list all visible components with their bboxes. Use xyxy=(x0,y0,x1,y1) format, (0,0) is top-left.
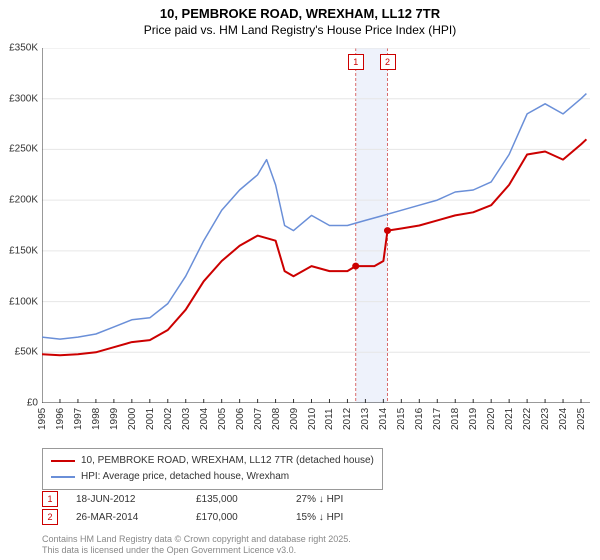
x-tick-label: 2025 xyxy=(576,408,587,430)
y-tick-label: £250K xyxy=(9,144,38,155)
sale-marker: 2 xyxy=(42,509,58,525)
x-tick-label: 2002 xyxy=(163,408,174,430)
sale-pct: 27% ↓ HPI xyxy=(296,494,396,505)
title-subtitle: Price paid vs. HM Land Registry's House … xyxy=(0,23,600,37)
y-tick-label: £150K xyxy=(9,245,38,256)
sales-table: 1 18-JUN-2012£135,00027% ↓ HPI 2 26-MAR-201… xyxy=(42,490,396,526)
sale-date: 26-MAR-2014 xyxy=(76,512,196,523)
x-tick-label: 2024 xyxy=(558,408,569,430)
y-tick-label: £350K xyxy=(9,43,38,54)
legend-swatch xyxy=(51,476,75,478)
x-axis-labels: 1995199619971998199920002001200220032004… xyxy=(42,406,590,446)
sale-pct: 15% ↓ HPI xyxy=(296,512,396,523)
x-tick-label: 1996 xyxy=(55,408,66,430)
y-tick-label: £50K xyxy=(15,347,38,358)
x-tick-label: 2001 xyxy=(145,408,156,430)
y-tick-label: £300K xyxy=(9,93,38,104)
x-tick-label: 2005 xyxy=(217,408,228,430)
x-tick-label: 2017 xyxy=(432,408,443,430)
footer: Contains HM Land Registry data © Crown c… xyxy=(42,534,351,556)
x-tick-label: 2020 xyxy=(486,408,497,430)
x-tick-label: 2006 xyxy=(235,408,246,430)
x-tick-label: 1998 xyxy=(91,408,102,430)
x-tick-label: 2015 xyxy=(396,408,407,430)
chart-container: 10, PEMBROKE ROAD, WREXHAM, LL12 7TR Pri… xyxy=(0,0,600,560)
x-tick-label: 2016 xyxy=(414,408,425,430)
sale-flag: 1 xyxy=(348,54,364,70)
x-tick-label: 1999 xyxy=(109,408,120,430)
sale-flag: 2 xyxy=(380,54,396,70)
footer-line1: Contains HM Land Registry data © Crown c… xyxy=(42,534,351,545)
legend-label: HPI: Average price, detached house, Wrex… xyxy=(81,469,289,485)
x-tick-label: 1995 xyxy=(37,408,48,430)
x-tick-label: 2023 xyxy=(540,408,551,430)
y-axis-labels: £0£50K£100K£150K£200K£250K£300K£350K xyxy=(0,48,40,403)
x-tick-label: 1997 xyxy=(73,408,84,430)
x-tick-label: 2009 xyxy=(289,408,300,430)
title-block: 10, PEMBROKE ROAD, WREXHAM, LL12 7TR Pri… xyxy=(0,0,600,37)
x-tick-label: 2012 xyxy=(342,408,353,430)
x-tick-label: 2013 xyxy=(360,408,371,430)
legend-item: 10, PEMBROKE ROAD, WREXHAM, LL12 7TR (de… xyxy=(51,453,374,469)
legend-label: 10, PEMBROKE ROAD, WREXHAM, LL12 7TR (de… xyxy=(81,453,374,469)
legend-item: HPI: Average price, detached house, Wrex… xyxy=(51,469,374,485)
title-address: 10, PEMBROKE ROAD, WREXHAM, LL12 7TR xyxy=(0,6,600,21)
x-tick-label: 2021 xyxy=(504,408,515,430)
x-tick-label: 2018 xyxy=(450,408,461,430)
x-tick-label: 2011 xyxy=(324,408,335,430)
y-tick-label: £100K xyxy=(9,296,38,307)
x-tick-label: 2007 xyxy=(253,408,264,430)
legend-swatch xyxy=(51,460,75,462)
sale-row: 1 18-JUN-2012£135,00027% ↓ HPI xyxy=(42,490,396,508)
sale-row: 2 26-MAR-2014£170,00015% ↓ HPI xyxy=(42,508,396,526)
sale-price: £170,000 xyxy=(196,512,296,523)
footer-line2: This data is licensed under the Open Gov… xyxy=(42,545,351,556)
x-tick-label: 2003 xyxy=(181,408,192,430)
x-tick-label: 2010 xyxy=(307,408,318,430)
legend: 10, PEMBROKE ROAD, WREXHAM, LL12 7TR (de… xyxy=(42,448,383,490)
x-tick-label: 2000 xyxy=(127,408,138,430)
chart-area: 12 xyxy=(42,48,590,403)
y-tick-label: £200K xyxy=(9,195,38,206)
chart-svg xyxy=(42,48,590,403)
x-tick-label: 2019 xyxy=(468,408,479,430)
x-tick-label: 2004 xyxy=(199,408,210,430)
sale-marker: 1 xyxy=(42,491,58,507)
x-tick-label: 2008 xyxy=(271,408,282,430)
x-tick-label: 2014 xyxy=(378,408,389,430)
sale-date: 18-JUN-2012 xyxy=(76,494,196,505)
x-tick-label: 2022 xyxy=(522,408,533,430)
sale-price: £135,000 xyxy=(196,494,296,505)
